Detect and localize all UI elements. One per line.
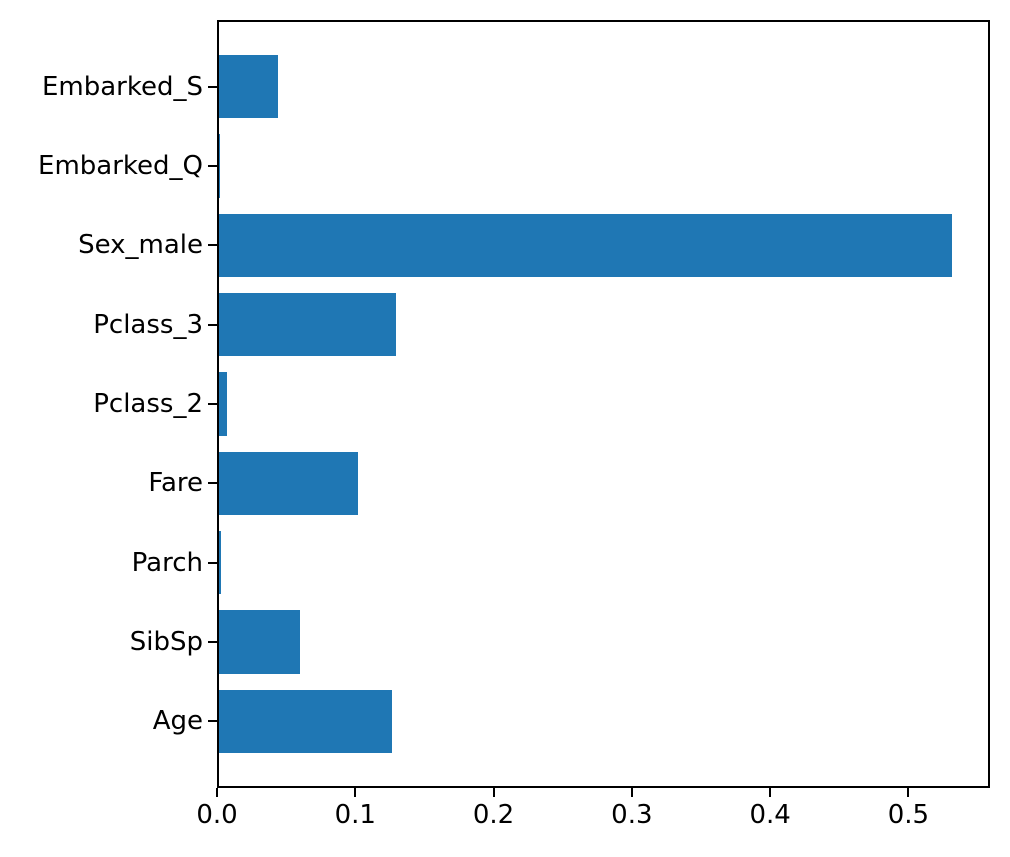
y-tick-label-Parch: Parch (131, 547, 203, 578)
y-tick-label-Embarked_S: Embarked_S (41, 71, 203, 102)
plot-area (217, 20, 990, 788)
y-tick-Pclass_2 (208, 403, 217, 405)
x-tick-0.5 (907, 788, 910, 797)
x-tick-label-0.0: 0.0 (196, 800, 238, 830)
x-tick-0.1 (354, 788, 357, 797)
x-tick-label-0.4: 0.4 (749, 800, 791, 830)
y-tick-Embarked_Q (208, 164, 217, 167)
y-tick-label-Fare: Fare (148, 468, 203, 499)
y-tick-Fare (208, 482, 217, 485)
y-tick-label-Sex_male: Sex_male (78, 230, 203, 261)
y-tick-Embarked_S (208, 85, 217, 88)
bar-Embarked_S (219, 54, 279, 119)
bar-Sex_male (219, 213, 953, 278)
x-tick-label-0.2: 0.2 (472, 800, 515, 830)
bar-Pclass_3 (219, 292, 397, 357)
bar-Pclass_2 (219, 372, 228, 436)
y-tick-label-Pclass_3: Pclass_3 (93, 309, 203, 340)
y-tick-Sex_male (208, 244, 217, 247)
y-tick-SibSp (208, 641, 217, 644)
bar-Age (219, 689, 393, 754)
bar-SibSp (219, 610, 301, 674)
y-tick-Pclass_3 (208, 323, 217, 326)
y-tick-Parch (208, 561, 217, 564)
y-tick-label-Embarked_Q: Embarked_Q (38, 150, 203, 181)
x-tick-label-0.1: 0.1 (334, 800, 376, 830)
x-tick-label-0.5: 0.5 (887, 800, 930, 830)
x-tick-label-0.3: 0.3 (611, 800, 653, 830)
bar-Embarked_Q (219, 134, 220, 198)
y-tick-label-Age: Age (152, 706, 203, 737)
bar-Parch (219, 530, 221, 595)
y-tick-Age (208, 720, 217, 723)
y-tick-label-SibSp: SibSp (129, 627, 203, 658)
x-tick-0.2 (492, 788, 495, 797)
x-tick-0.3 (630, 788, 633, 797)
bar-Fare (219, 451, 358, 516)
y-tick-label-Pclass_2: Pclass_2 (93, 389, 203, 419)
x-tick-0.0 (216, 788, 218, 797)
x-tick-0.4 (769, 788, 772, 797)
